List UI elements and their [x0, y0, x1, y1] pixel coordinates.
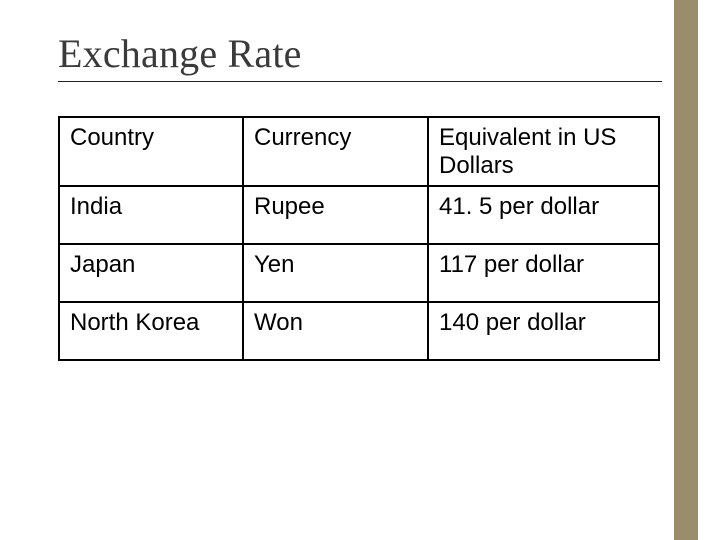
- table-cell: Yen: [243, 244, 428, 302]
- table-cell: Rupee: [243, 186, 428, 244]
- table-row: India Rupee 41. 5 per dollar: [59, 186, 659, 244]
- slide-content: Exchange Rate Country Currency Equivalen…: [0, 0, 720, 361]
- page-title: Exchange Rate: [58, 30, 662, 77]
- table-header-cell: Country: [59, 117, 243, 186]
- exchange-rate-table: Country Currency Equivalent in US Dollar…: [58, 116, 660, 361]
- table-cell: Won: [243, 302, 428, 360]
- table-cell: Japan: [59, 244, 243, 302]
- table-cell: 140 per dollar: [428, 302, 659, 360]
- table-header-cell: Equivalent in US Dollars: [428, 117, 659, 186]
- table-header-row: Country Currency Equivalent in US Dollar…: [59, 117, 659, 186]
- table-cell: 117 per dollar: [428, 244, 659, 302]
- table-row: Japan Yen 117 per dollar: [59, 244, 659, 302]
- title-block: Exchange Rate: [58, 30, 662, 82]
- table-header-cell: Currency: [243, 117, 428, 186]
- table-row: North Korea Won 140 per dollar: [59, 302, 659, 360]
- accent-bar: [674, 0, 698, 540]
- table-cell: North Korea: [59, 302, 243, 360]
- table-cell: India: [59, 186, 243, 244]
- table-cell: 41. 5 per dollar: [428, 186, 659, 244]
